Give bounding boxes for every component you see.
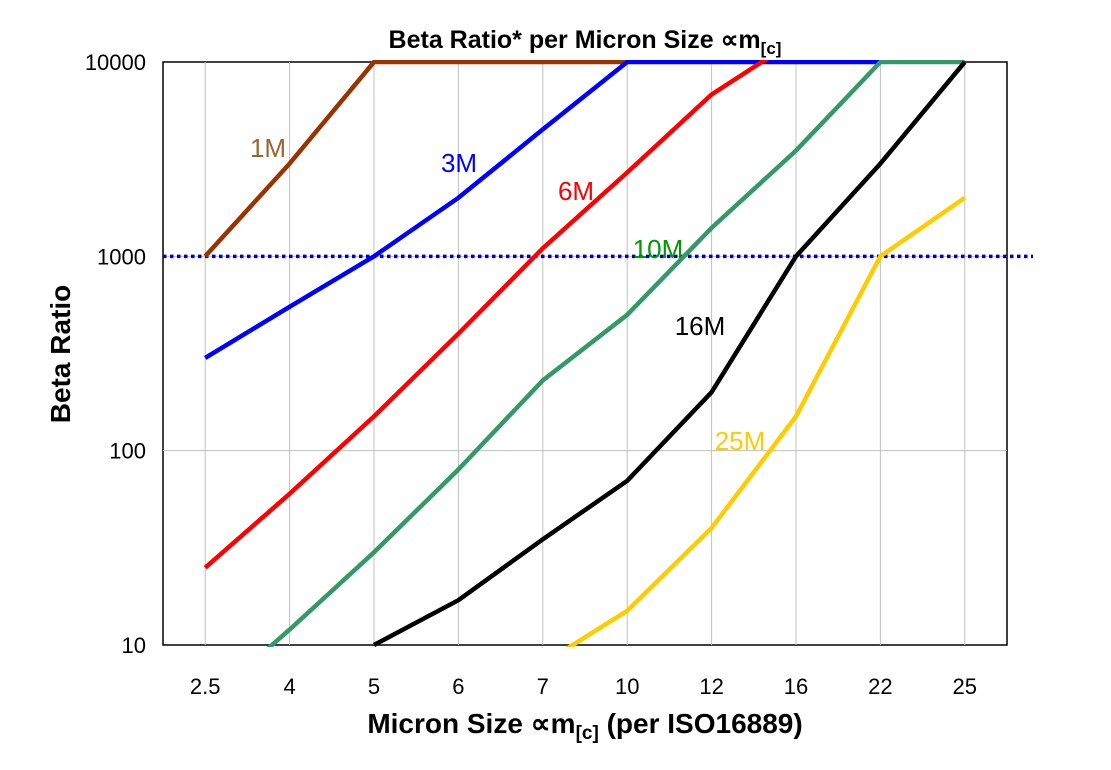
x-tick-label: 2.5 [190, 674, 221, 699]
series-line-3M [204, 60, 881, 360]
series-line-1M [203, 60, 628, 258]
x-tick-label: 10 [615, 674, 639, 699]
series-label-25M: 25M [715, 426, 766, 456]
series-line-6M [203, 60, 770, 570]
x-tick-label: 22 [868, 674, 892, 699]
y-tick-label: 10 [122, 633, 146, 658]
grid [163, 62, 1007, 645]
series-labels: 1M 3M 6M 10M 16M 25M [250, 133, 765, 456]
y-tick-label: 100 [109, 439, 146, 464]
series-label-16M: 16M [675, 311, 726, 341]
series-line-25M [565, 195, 967, 647]
x-tick-label: 25 [953, 674, 977, 699]
x-tick-labels: 2.5 4 5 6 7 10 12 16 22 25 [190, 674, 977, 699]
x-tick-label: 16 [784, 674, 808, 699]
series-label-1M: 1M [250, 133, 286, 163]
series-lines [203, 60, 967, 647]
y-axis-label: Beta Ratio [45, 285, 76, 423]
x-tick-label: 6 [452, 674, 464, 699]
x-axis-label: Micron Size ∝m[c] (per ISO16889) [367, 708, 802, 744]
x-tick-label: 5 [368, 674, 380, 699]
series-label-3M: 3M [441, 148, 477, 178]
series-line-16M [372, 60, 967, 647]
y-tick-label: 10000 [85, 50, 146, 75]
x-tick-label: 12 [699, 674, 723, 699]
series-label-10M: 10M [633, 234, 684, 264]
x-tick-label: 7 [537, 674, 549, 699]
series-label-6M: 6M [558, 176, 594, 206]
series-line-10M [266, 60, 965, 647]
y-tick-labels: 10 100 1000 10000 [85, 50, 146, 658]
x-tick-label: 4 [283, 674, 295, 699]
chart-title: Beta Ratio* per Micron Size ∝m[c] [389, 26, 782, 58]
plot-area [162, 61, 1008, 646]
y-tick-label: 1000 [97, 244, 146, 269]
